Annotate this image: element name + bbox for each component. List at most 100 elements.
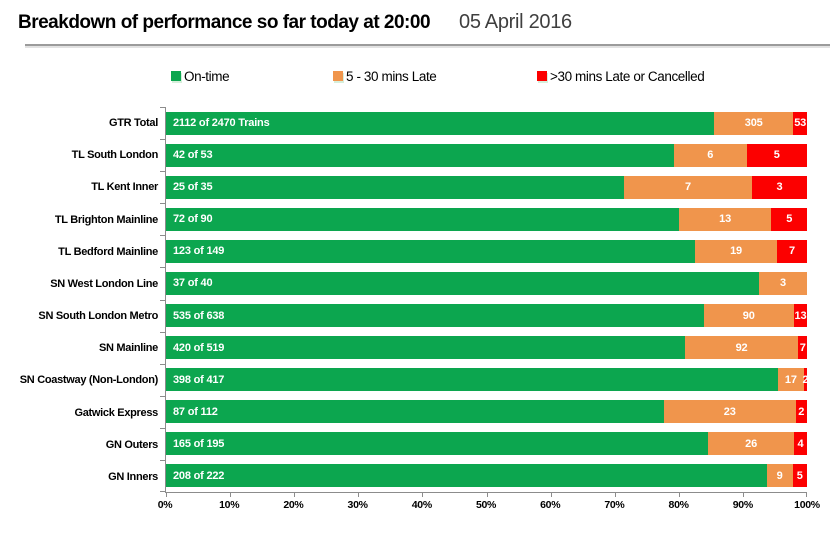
category-label: TL Bedford Mainline <box>58 245 158 258</box>
category-label: Gatwick Express <box>74 406 158 419</box>
bar-segment: 420 of 519 <box>166 336 685 360</box>
header-divider <box>25 44 830 46</box>
y-axis-tick <box>160 363 165 365</box>
x-axis-tick <box>358 492 360 497</box>
bar-segment: 26 <box>708 432 794 456</box>
legend-label: 5 - 30 mins Late <box>346 68 437 84</box>
bar-segment: 5 <box>792 464 807 488</box>
bar-row: 398 of 417 17 2 <box>166 364 809 396</box>
bar-segment: 5 <box>771 207 807 231</box>
category-label: TL Kent Inner <box>91 181 158 194</box>
stacked-bar: 72 of 90 13 5 <box>166 207 807 231</box>
bar-segment: 6 <box>673 143 747 167</box>
category-label: SN West London Line <box>50 277 158 290</box>
stacked-bar: 42 of 53 6 5 <box>166 143 807 167</box>
category-label: TL Brighton Mainline <box>54 213 158 226</box>
bar-segment: 208 of 222 <box>166 464 767 488</box>
bar-segment: 72 of 90 <box>166 207 679 231</box>
y-axis-tick <box>160 203 165 205</box>
legend-swatch-icon <box>537 71 547 81</box>
y-axis-tick <box>160 235 165 237</box>
category-label: GTR Total <box>108 117 158 130</box>
bar-segment: 87 of 112 <box>166 400 664 424</box>
y-axis-tick <box>160 299 165 301</box>
chart-legend: On-time 5 - 30 mins Late >30 mins Late or … <box>0 66 830 88</box>
bar-segment: 5 <box>746 143 807 167</box>
bar-segment: 13 <box>793 304 807 327</box>
y-axis-tick <box>160 139 165 141</box>
y-axis-tick <box>160 395 165 397</box>
stacked-bar: 208 of 222 9 5 <box>166 464 807 488</box>
legend-item-0: On-time <box>171 66 230 86</box>
bar-segment: 2 <box>795 400 807 424</box>
y-axis-tick <box>160 171 165 173</box>
bar-segment: 7 <box>798 336 807 360</box>
stacked-bar: 398 of 417 17 2 <box>166 368 809 392</box>
bar-segment: 2112 of 2470 Trains <box>166 111 715 135</box>
x-axis-tick <box>678 492 680 497</box>
y-axis-tick <box>160 427 165 429</box>
x-axis-tick <box>806 492 807 497</box>
stacked-bar: 37 of 40 3 <box>166 271 807 295</box>
bar-segment: 53 <box>793 111 807 135</box>
bar-row: 2112 of 2470 Trains 305 53 <box>166 107 807 139</box>
x-axis-tick <box>166 492 167 497</box>
stacked-bar: 123 of 149 19 7 <box>166 239 807 263</box>
bar-segment: 19 <box>695 239 777 263</box>
y-axis-tick <box>160 267 165 269</box>
x-axis-label: 90% <box>732 499 753 511</box>
x-axis-label: 60% <box>540 499 561 511</box>
bar-segment: 25 of 35 <box>166 175 624 199</box>
bar-segment: 535 of 638 <box>166 304 704 327</box>
bar-row: 165 of 195 26 4 <box>166 428 807 460</box>
x-axis-tick <box>550 492 552 497</box>
x-axis-labels: 0% 10% 20% 30% 40% 50% 60% 70% 80% 90% 100% <box>158 499 820 515</box>
bar-segment: 3 <box>752 175 807 199</box>
report-date: 05 April 2016 <box>459 11 572 33</box>
plot-area: 2112 of 2470 Trains 305 53 42 of 53 6 5 25 of … <box>160 107 809 497</box>
y-axis-tick <box>160 491 165 492</box>
x-axis-tick <box>486 492 488 497</box>
x-axis-label: 30% <box>347 499 368 511</box>
x-axis-label: 20% <box>283 499 304 511</box>
category-label: GN Outers <box>105 438 159 451</box>
bar-row: 37 of 40 3 <box>166 267 807 299</box>
stacked-bar: 420 of 519 92 7 <box>166 336 807 360</box>
bar-row: 123 of 149 19 7 <box>166 235 807 267</box>
stacked-bar: 87 of 112 23 2 <box>166 400 807 424</box>
x-axis-label: 50% <box>475 499 497 511</box>
x-axis-label: 70% <box>604 499 625 511</box>
legend-label: >30 mins Late or Cancelled <box>550 68 705 84</box>
bar-segment: 4 <box>793 432 807 456</box>
bar-rows: 2112 of 2470 Trains 305 53 42 of 53 6 5 25 of … <box>166 107 809 492</box>
x-axis-label: 0% <box>157 499 173 511</box>
x-axis-label: 40% <box>411 499 432 511</box>
legend-item-1: 5 - 30 mins Late <box>333 66 437 86</box>
bar-segment: 92 <box>684 336 799 360</box>
bar-segment: 165 of 195 <box>166 432 709 456</box>
bar-row: 42 of 53 6 5 <box>166 139 807 171</box>
y-axis-tick <box>160 331 165 333</box>
x-axis-tick <box>614 492 616 497</box>
bar-row: 25 of 35 7 3 <box>166 171 807 203</box>
bar-segment: 7 <box>623 175 753 199</box>
bar-segment: 7 <box>776 239 807 263</box>
stacked-bar: 165 of 195 26 4 <box>166 432 807 456</box>
bar-segment: 42 of 53 <box>166 143 674 167</box>
y-axis-tick <box>160 107 165 108</box>
category-label: TL South London <box>71 149 159 162</box>
x-axis-tick <box>294 492 296 497</box>
bar-segment: 2 <box>802 368 809 392</box>
x-axis-tick <box>742 492 744 497</box>
x-axis-tick <box>230 492 232 497</box>
y-axis-tick <box>160 459 165 461</box>
stacked-bar: 2112 of 2470 Trains 305 53 <box>166 111 807 135</box>
category-label: GN Inners <box>108 470 158 483</box>
legend-item-2: >30 mins Late or Cancelled <box>537 66 705 86</box>
x-axis-label: 100% <box>794 499 820 511</box>
x-axis-tick <box>422 492 424 497</box>
bar-row: 72 of 90 13 5 <box>166 203 807 235</box>
bar-segment: 90 <box>703 304 794 327</box>
legend-swatch-icon <box>171 71 181 81</box>
